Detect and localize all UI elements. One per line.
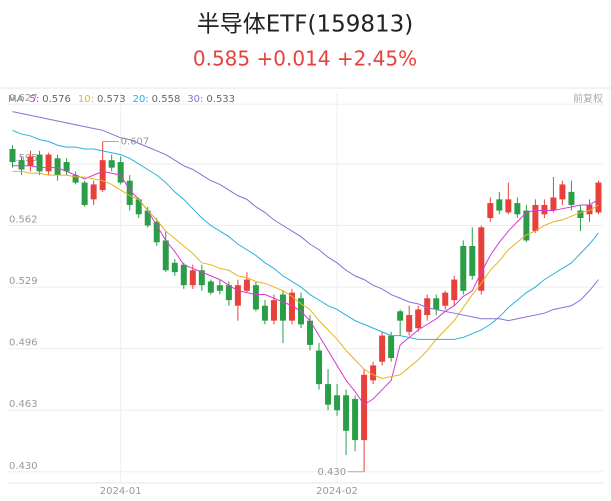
candle-body bbox=[496, 199, 503, 211]
candle-body bbox=[279, 294, 286, 321]
candle-body bbox=[189, 270, 196, 286]
candle-body bbox=[406, 315, 413, 332]
candle-body bbox=[72, 175, 79, 183]
y-tick-label: 0.529 bbox=[9, 276, 38, 287]
candle-body bbox=[361, 374, 368, 441]
candle-body bbox=[307, 320, 314, 345]
candle-body bbox=[451, 279, 458, 301]
legend-value: 0.576 bbox=[42, 94, 71, 105]
candle-body bbox=[559, 184, 566, 200]
y-tick-label: 0.595 bbox=[9, 153, 38, 164]
candle-body bbox=[45, 154, 52, 172]
candle-body bbox=[252, 285, 259, 310]
ma-line bbox=[12, 111, 599, 322]
max-label: 0.607 bbox=[121, 137, 150, 148]
candle-body bbox=[117, 162, 124, 183]
candle-body bbox=[352, 399, 359, 441]
candle-body bbox=[126, 180, 133, 205]
candle-body bbox=[415, 309, 422, 329]
legend-name: 20: bbox=[133, 94, 149, 105]
legend-value: 0.573 bbox=[97, 94, 126, 105]
y-tick-label: 0.430 bbox=[9, 461, 38, 472]
y-tick-label: 0.562 bbox=[9, 214, 38, 225]
candle-body bbox=[36, 154, 43, 172]
candle-body bbox=[316, 350, 323, 385]
candle-body bbox=[18, 160, 25, 170]
chart-title: 半导体ETF(159813) bbox=[197, 12, 414, 38]
ma-line bbox=[12, 165, 599, 406]
legend-value: 0.558 bbox=[152, 94, 181, 105]
candle-body bbox=[424, 298, 431, 316]
candle-body bbox=[135, 199, 142, 215]
candle-body bbox=[523, 210, 530, 241]
candle-body bbox=[442, 292, 449, 306]
candle-body bbox=[568, 191, 575, 205]
candle-body bbox=[586, 204, 593, 215]
candle-body bbox=[99, 160, 106, 191]
candle-body bbox=[514, 203, 521, 215]
legend-name: 5: bbox=[29, 94, 39, 105]
candle-body bbox=[288, 292, 295, 321]
candle-body bbox=[433, 298, 440, 310]
candle-body bbox=[216, 285, 223, 291]
candle-body bbox=[595, 182, 602, 213]
candle-body bbox=[541, 204, 548, 215]
candle-body bbox=[90, 184, 97, 200]
legend-value: 0.533 bbox=[206, 94, 235, 105]
candle-body bbox=[388, 335, 395, 358]
adjustment-label: 前复权 bbox=[573, 92, 603, 105]
candle-body bbox=[334, 395, 341, 411]
candle-body bbox=[478, 227, 485, 291]
legend-name: 10: bbox=[78, 94, 94, 105]
candle-body bbox=[379, 335, 386, 362]
candle-body bbox=[180, 264, 187, 286]
candle-body bbox=[397, 311, 404, 321]
candle-body bbox=[243, 279, 250, 291]
candle-body bbox=[54, 158, 61, 176]
candle-body bbox=[550, 197, 557, 211]
candle-body bbox=[325, 384, 332, 405]
chart-subtitle: 0.585 +0.014 +2.45% bbox=[193, 47, 417, 71]
ma-line bbox=[12, 129, 599, 340]
candle-body bbox=[370, 365, 377, 381]
candle-body bbox=[487, 203, 494, 219]
candle-body bbox=[153, 221, 160, 243]
candle-body bbox=[532, 204, 539, 232]
candle-body bbox=[234, 285, 241, 306]
candle-body bbox=[144, 210, 151, 226]
candle-body bbox=[108, 160, 115, 168]
candle-body bbox=[460, 246, 467, 291]
candle-body bbox=[343, 395, 350, 431]
candle-body bbox=[270, 300, 277, 321]
x-tick-label: 2024-01 bbox=[100, 486, 142, 497]
y-tick-label: 0.496 bbox=[9, 338, 38, 349]
x-tick-label: 2024-02 bbox=[316, 486, 358, 497]
candle-body bbox=[9, 148, 16, 163]
ma-line bbox=[12, 170, 599, 380]
candle-body bbox=[207, 281, 214, 293]
candle-body bbox=[577, 210, 584, 219]
candle-body bbox=[469, 246, 476, 276]
candle-body bbox=[198, 270, 205, 286]
candle-body bbox=[505, 199, 512, 213]
candle-body bbox=[225, 285, 232, 301]
y-tick-label: 0.463 bbox=[9, 399, 38, 410]
legend-title: MA bbox=[8, 94, 24, 105]
min-label: 0.430 bbox=[317, 467, 346, 478]
candle-body bbox=[27, 156, 34, 166]
legend-name: 30: bbox=[187, 94, 203, 105]
candle-body bbox=[81, 182, 88, 205]
candle-body bbox=[162, 240, 169, 271]
y-tick-label: 0.627 bbox=[9, 93, 38, 104]
candle-body bbox=[261, 305, 268, 321]
candle-body bbox=[171, 262, 178, 273]
candle-body bbox=[63, 162, 70, 172]
